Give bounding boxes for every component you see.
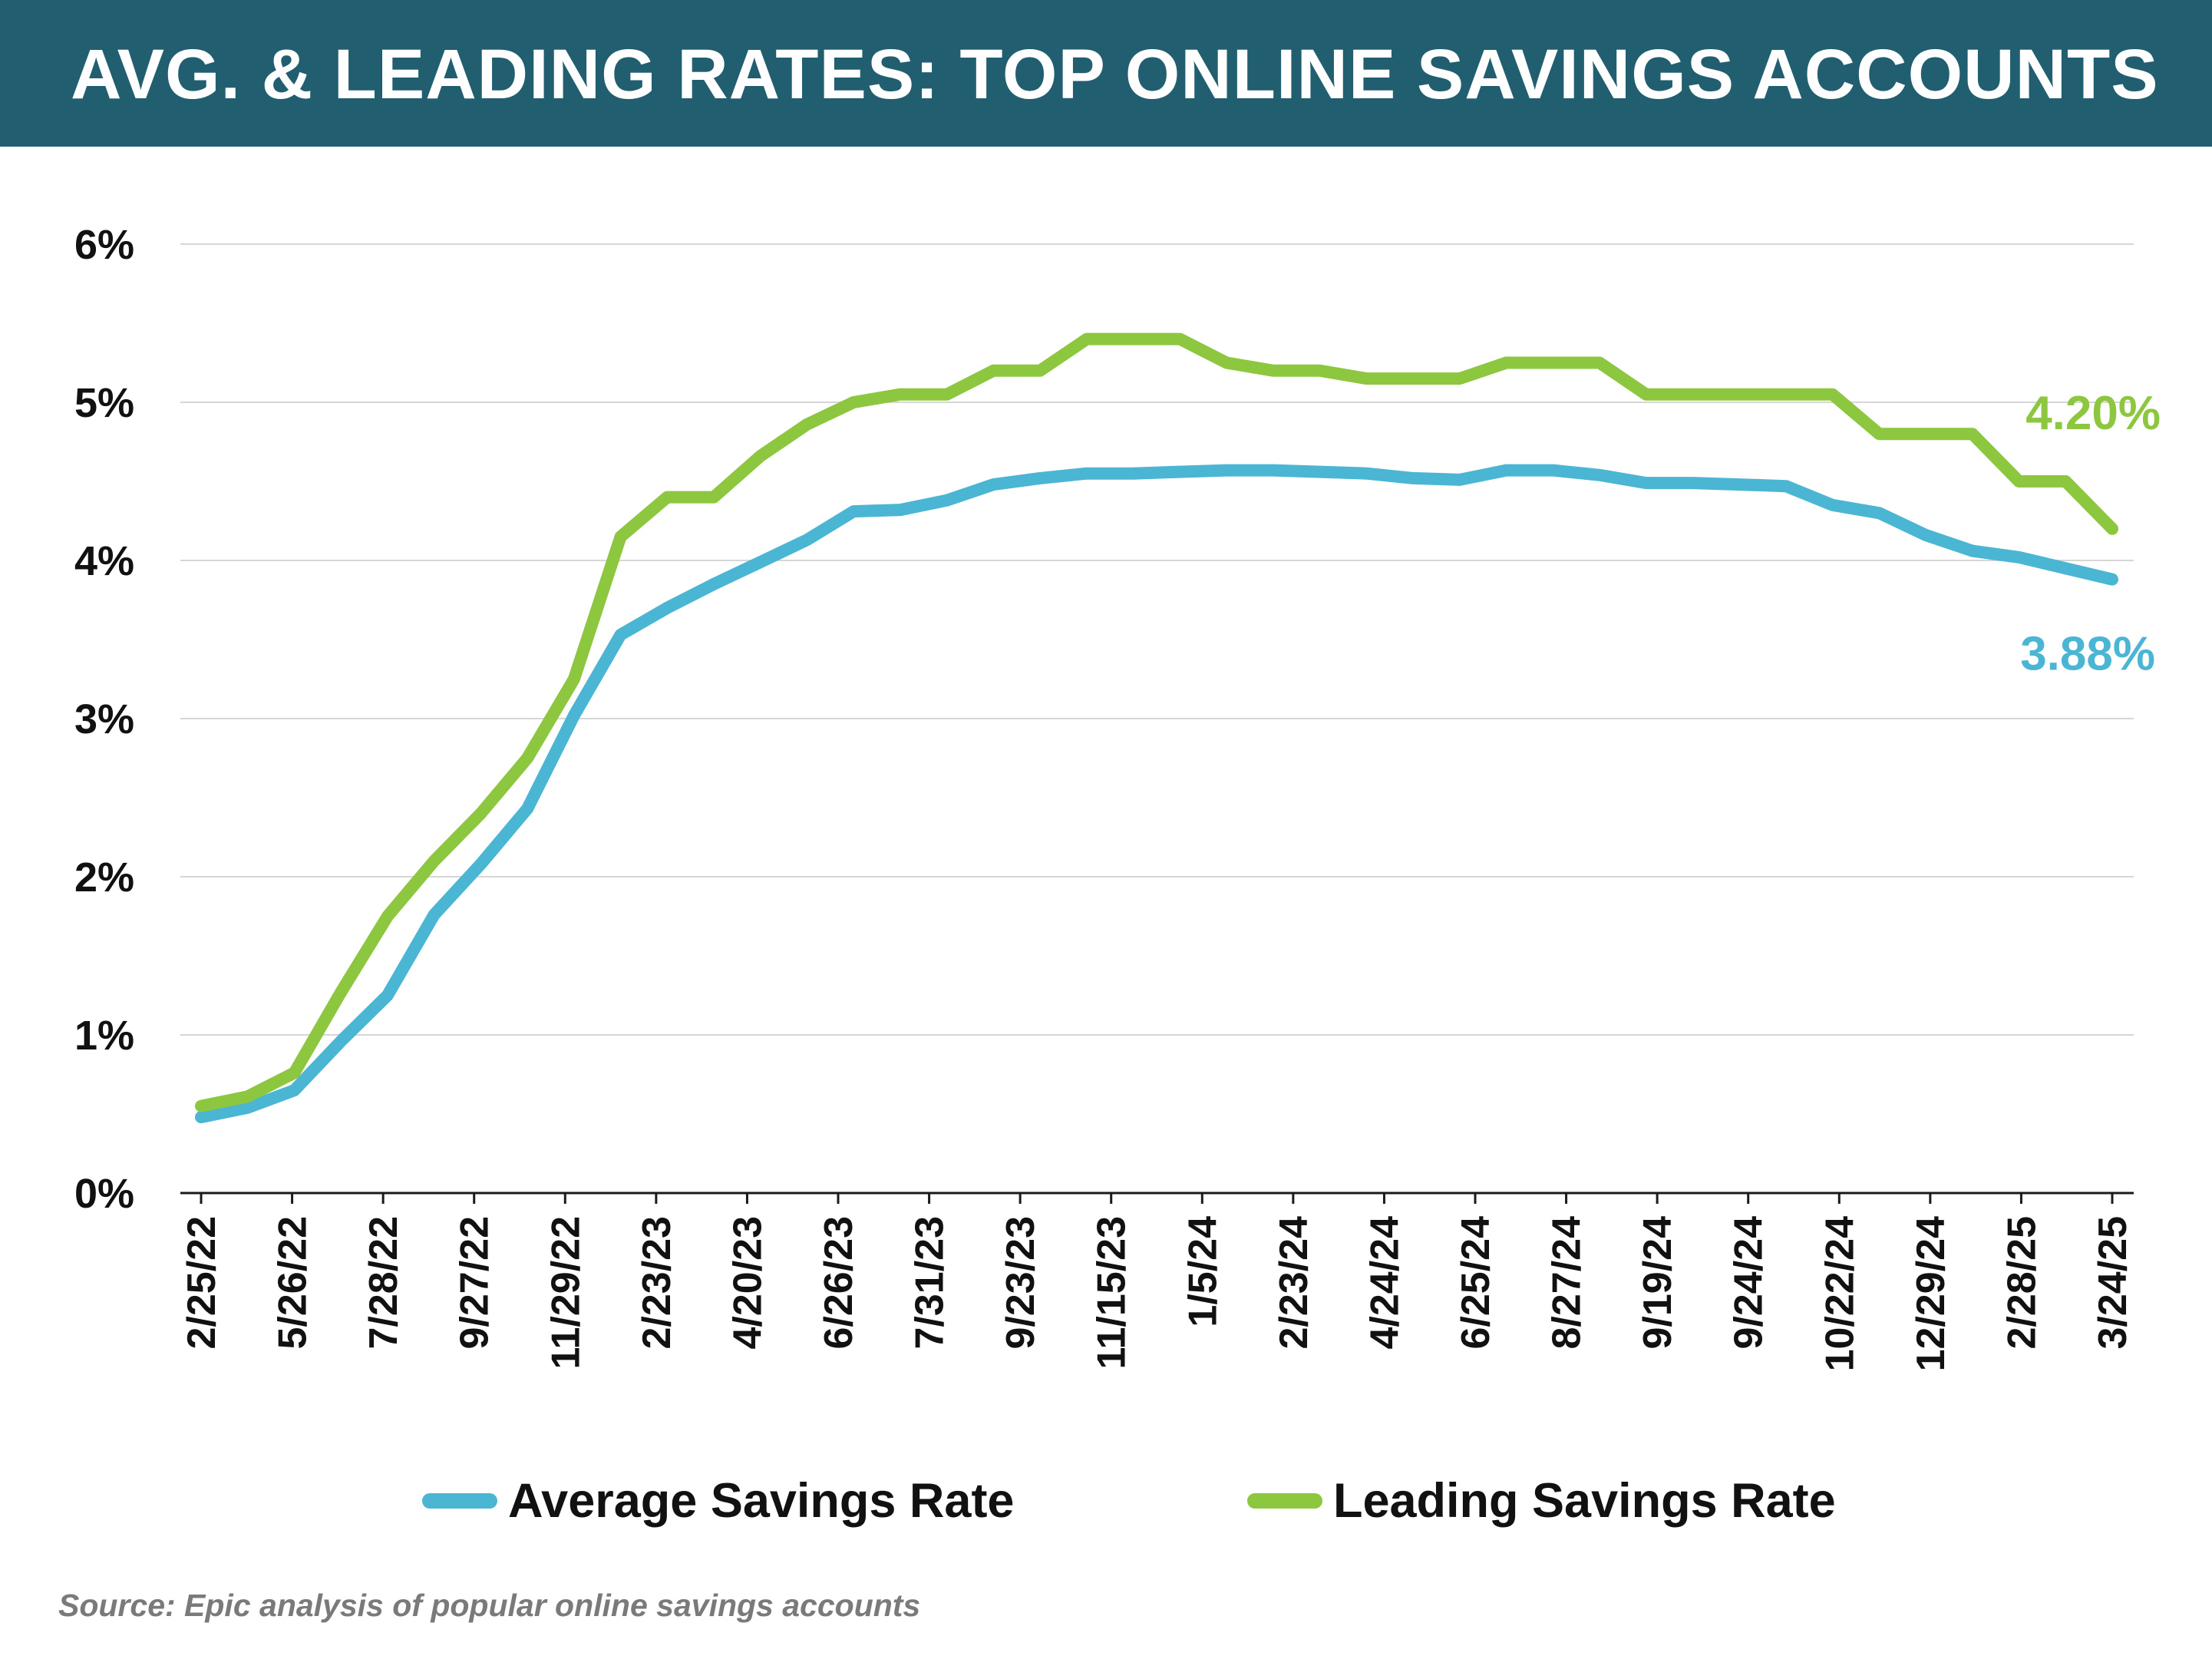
x-tick-label: 2/28/25 (1999, 1216, 2044, 1350)
x-tick-label: 11/29/22 (543, 1216, 588, 1370)
x-tick-label: 8/27/24 (1545, 1216, 1590, 1350)
x-tick-label: 4/20/23 (725, 1216, 770, 1350)
x-tick-label: 12/29/24 (1909, 1216, 1953, 1371)
chart-title: AVG. & LEADING RATES: TOP ONLINE SAVINGS… (71, 35, 2159, 114)
line-chart: 0% 1% 2% 3% 4% 5% 6% 2/25/22 5/26/22 7/28/22 9/27/… (74, 222, 2161, 1371)
source-note: Source: Epic analysis of popular online … (58, 1588, 921, 1623)
series-line-leading (195, 332, 2118, 1112)
legend-item-leading: Leading Savings Rate (1247, 1470, 1836, 1532)
x-tick-label: 11/15/23 (1090, 1216, 1134, 1370)
y-tick-label: 0% (74, 1171, 134, 1217)
x-tick-label: 9/19/24 (1636, 1216, 1680, 1350)
legend-item-average: Average Savings Rate (422, 1470, 1014, 1532)
x-tick-label: 2/25/22 (180, 1216, 224, 1350)
x-tick-label: 2/23/23 (635, 1216, 679, 1350)
legend-swatch-average (422, 1493, 497, 1509)
series-line-average (195, 464, 2118, 1124)
x-tick-label: 5/26/22 (271, 1216, 315, 1350)
x-tick-label: 9/24/24 (1727, 1216, 1771, 1350)
x-tick-label: 9/23/23 (999, 1216, 1043, 1350)
y-tick-label: 3% (74, 696, 134, 742)
end-label-leading: 4.20% (2025, 387, 2161, 440)
y-tick-label: 2% (74, 854, 134, 901)
y-tick-label: 6% (74, 222, 134, 268)
legend-swatch-leading (1247, 1493, 1322, 1509)
x-tick-label: 3/24/25 (2091, 1216, 2135, 1350)
x-tick-label: 7/31/23 (908, 1216, 952, 1350)
legend-label-average: Average Savings Rate (508, 1474, 1015, 1528)
x-tick-label: 4/24/24 (1362, 1216, 1407, 1350)
legend-label-leading: Leading Savings Rate (1333, 1474, 1836, 1528)
y-tick-label: 5% (74, 380, 134, 426)
x-tick-label: 6/25/24 (1454, 1216, 1498, 1350)
y-tick-label: 4% (74, 538, 134, 584)
chart-header: AVG. & LEADING RATES: TOP ONLINE SAVINGS… (0, 0, 2212, 147)
x-tick-label: 10/22/24 (1817, 1216, 1862, 1371)
x-tick-label: 7/28/22 (362, 1216, 406, 1350)
x-tick-label: 1/5/24 (1180, 1216, 1225, 1327)
x-tick-label: 6/26/23 (817, 1216, 861, 1350)
end-label-average: 3.88% (2020, 628, 2155, 681)
x-tick-label: 2/23/24 (1272, 1216, 1316, 1350)
x-tick-label: 9/27/22 (453, 1216, 497, 1350)
y-tick-label: 1% (74, 1013, 134, 1059)
